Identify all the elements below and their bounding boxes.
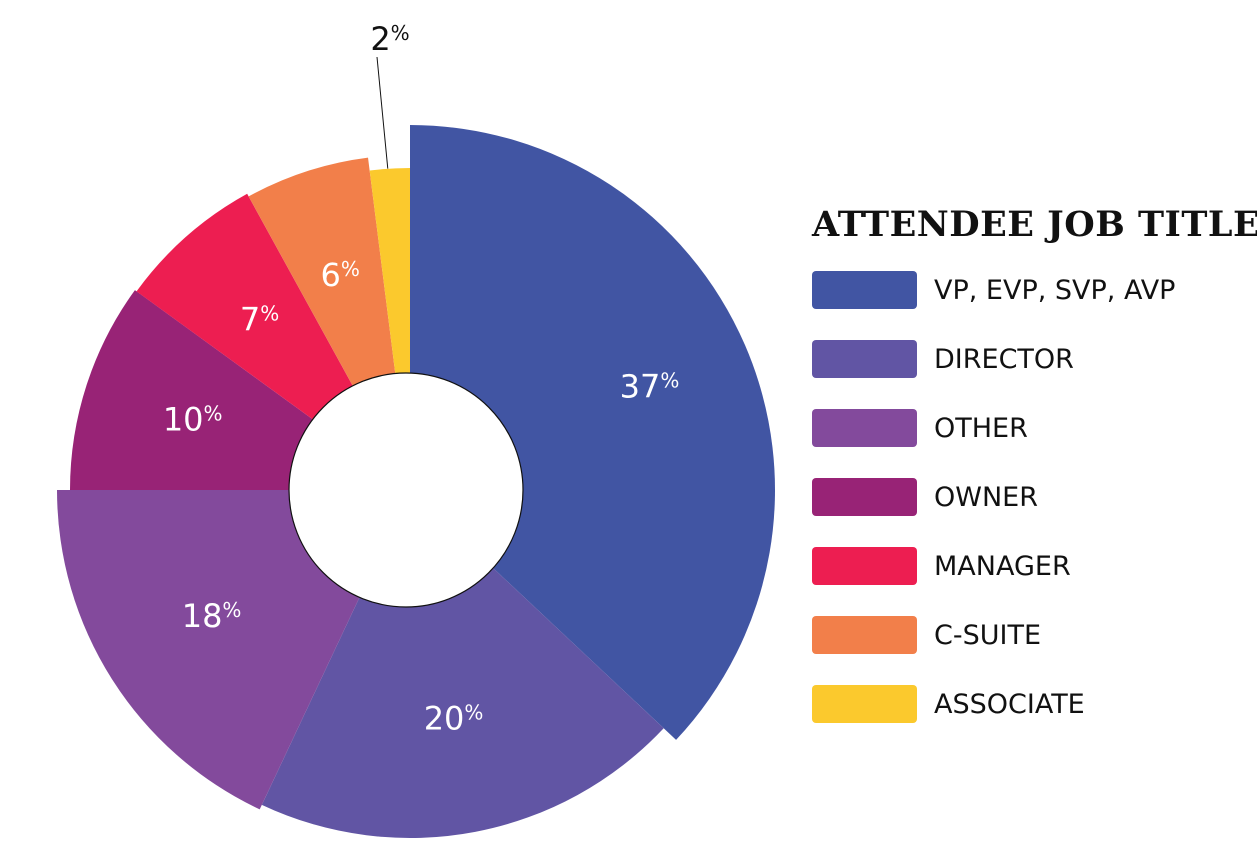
legend-swatch bbox=[812, 409, 917, 447]
legend-swatch bbox=[812, 478, 917, 516]
legend: ATTENDEE JOB TITLES VP, EVP, SVP, AVP DIR… bbox=[812, 204, 1257, 754]
legend-item: DIRECTOR bbox=[812, 340, 1257, 378]
legend-label: ASSOCIATE bbox=[934, 688, 1085, 720]
legend-swatch bbox=[812, 271, 917, 309]
data-label: 37% bbox=[620, 367, 680, 405]
legend-swatch bbox=[812, 547, 917, 585]
legend-label: OTHER bbox=[934, 412, 1028, 444]
slice-vp-evp-svp-avp bbox=[410, 125, 775, 740]
legend-item: OTHER bbox=[812, 409, 1257, 447]
legend-label: OWNER bbox=[934, 481, 1038, 513]
legend-item: ASSOCIATE bbox=[812, 685, 1257, 723]
legend-label: DIRECTOR bbox=[934, 343, 1074, 375]
legend-item: VP, EVP, SVP, AVP bbox=[812, 271, 1257, 309]
legend-swatch bbox=[812, 616, 917, 654]
data-label: 2% bbox=[370, 20, 409, 58]
legend-label: C-SUITE bbox=[934, 619, 1042, 651]
data-label: 7% bbox=[240, 300, 279, 338]
donut-chart: 37% 20% 18% 10% 7% 6% 2% bbox=[57, 20, 775, 838]
leader-line bbox=[376, 56, 389, 169]
legend-item: OWNER bbox=[812, 478, 1257, 516]
data-label: 18% bbox=[182, 597, 242, 635]
legend-swatch bbox=[812, 685, 917, 723]
slice-director bbox=[261, 490, 664, 838]
legend-label: MANAGER bbox=[934, 550, 1071, 582]
legend-item: C-SUITE bbox=[812, 616, 1257, 654]
legend-item: MANAGER bbox=[812, 547, 1257, 585]
data-label: 6% bbox=[320, 256, 359, 294]
legend-label: VP, EVP, SVP, AVP bbox=[934, 274, 1176, 306]
data-label: 10% bbox=[163, 400, 223, 438]
data-label: 20% bbox=[424, 699, 484, 737]
donut-hole bbox=[288, 372, 524, 608]
legend-title: ATTENDEE JOB TITLES bbox=[812, 204, 1257, 245]
legend-swatch bbox=[812, 340, 917, 378]
